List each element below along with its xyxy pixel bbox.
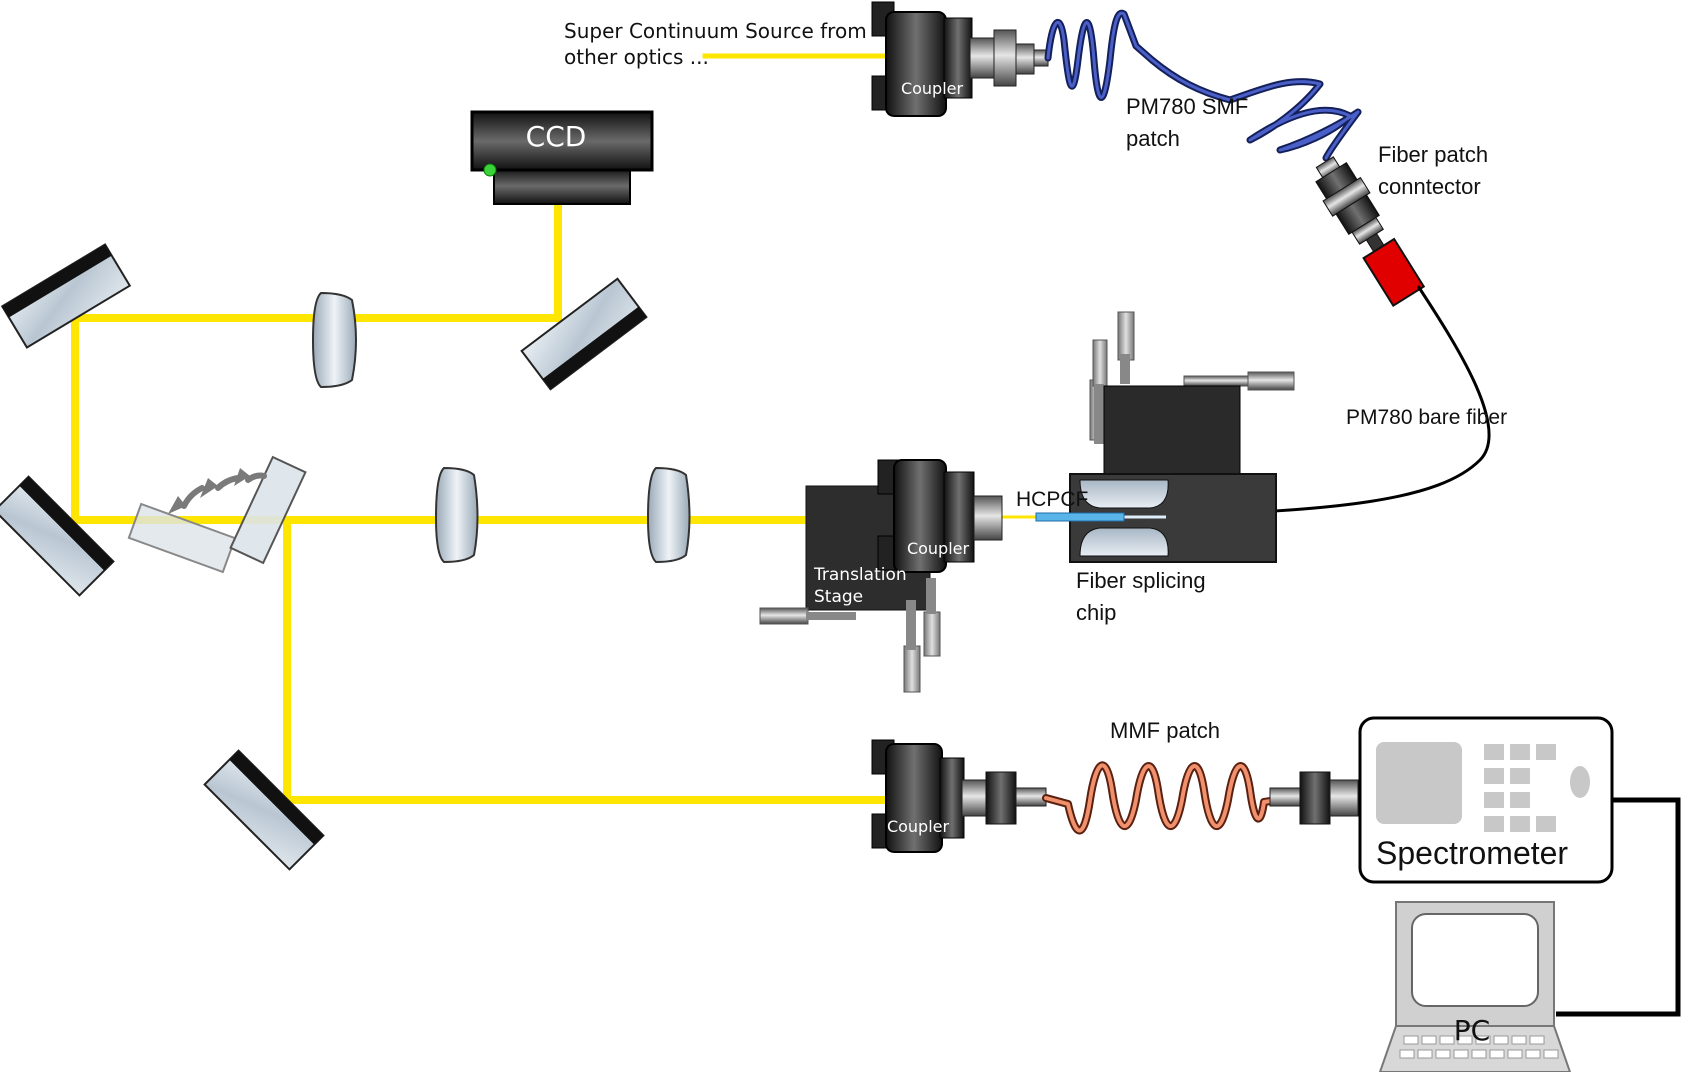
fiber-splicing-chip [1040, 311, 1295, 563]
mirror-mid-left [0, 475, 115, 597]
mmf-patch-fiber [1042, 761, 1308, 835]
fiber-connector-label-line2: conntector [1378, 174, 1481, 199]
pm780-smf-label-line2: patch [1126, 126, 1180, 151]
mirror-top-right [520, 277, 648, 391]
source-label-line2: other optics ... [564, 45, 709, 69]
pm780-smf-label-line1: PM780 SMF [1126, 94, 1248, 119]
translation-stage-label-line2: Stage [814, 587, 863, 607]
coupler-mid-label: Coupler [907, 539, 970, 558]
translation-stage-label-line1: Translation [813, 565, 907, 585]
ccd-label: CCD [526, 120, 587, 153]
spectrometer [1358, 716, 1614, 884]
fiber-connector-label-line1: Fiber patch [1378, 142, 1488, 167]
pm780-smf-fiber [1044, 9, 1362, 162]
coupler-bottom: Coupler [871, 739, 1047, 853]
fiber-patch-connector [1315, 156, 1426, 307]
pc-computer [1378, 901, 1572, 1072]
coupler-top-label: Coupler [901, 79, 964, 98]
flip-arrows-icon [168, 468, 267, 514]
source-label-line1: Super Continuum Source from [564, 19, 867, 43]
hcpcf-label: HCPCF [1016, 488, 1088, 511]
mmf-patch-label: MMF patch [1110, 718, 1220, 743]
spectrometer-label: Spectrometer [1376, 835, 1568, 871]
hcpcf-fiber [1035, 512, 1125, 522]
lens-mid-1 [434, 466, 479, 564]
coupler-mid: Coupler [877, 459, 1003, 573]
pm780-bare-fiber [1139, 285, 1491, 518]
flip-mirror-inactive [127, 502, 237, 574]
splicing-chip-label-line1: Fiber splicing [1076, 568, 1206, 593]
lens-mid-2 [646, 466, 691, 564]
pc-label: PC [1454, 1014, 1490, 1047]
splicing-chip-label-line2: chip [1076, 600, 1116, 625]
mmf-connector [1269, 771, 1359, 825]
flip-mirror-active [229, 455, 307, 565]
coupler-bottom-label: Coupler [887, 817, 950, 836]
coupler-top: Coupler [871, 1, 1049, 117]
lens-top [311, 291, 357, 389]
ccd-camera: CCD [470, 110, 654, 205]
spectrometer-pc-cable [1556, 797, 1681, 1017]
mirror-bottom-left [203, 749, 325, 871]
mirror-top-left [0, 243, 132, 349]
pm780-bare-fiber-label: PM780 bare fiber [1346, 406, 1507, 429]
